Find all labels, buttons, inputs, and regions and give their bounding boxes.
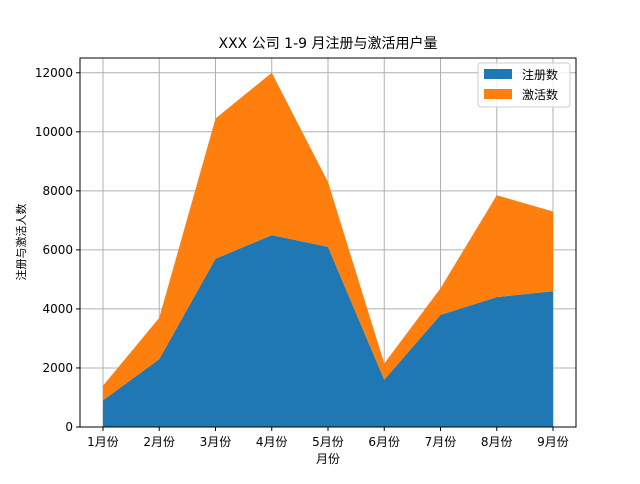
x-axis-label: 月份	[316, 452, 340, 466]
y-axis-label: 注册与激活人数	[14, 204, 28, 281]
area-layer	[103, 72, 553, 427]
y-tick-label: 10000	[35, 125, 73, 139]
x-tick-label: 1月份	[87, 435, 119, 449]
x-tick-label: 4月份	[256, 435, 288, 449]
y-tick-label: 8000	[42, 184, 73, 198]
x-tick-label: 3月份	[200, 435, 232, 449]
x-tick-label: 6月份	[368, 435, 400, 449]
y-tick-label: 6000	[42, 243, 73, 257]
y-tick-label: 0	[65, 420, 73, 434]
legend-swatch-registrations	[484, 69, 512, 79]
legend-label-registrations: 注册数	[522, 67, 558, 82]
x-tick-label: 5月份	[312, 435, 344, 449]
y-tick-label: 12000	[35, 66, 73, 80]
legend-label-activations: 激活数	[522, 87, 558, 102]
legend: 注册数 激活数	[477, 62, 571, 108]
x-tick-label: 2月份	[143, 435, 175, 449]
area-series-0	[103, 235, 553, 427]
y-tick-label: 2000	[42, 361, 73, 375]
legend-swatch-activations	[484, 89, 512, 99]
area-series-1	[103, 72, 553, 401]
chart-title: XXX 公司 1-9 月注册与激活用户量	[219, 35, 438, 52]
x-tick-label: 7月份	[425, 435, 457, 449]
y-tick-label: 4000	[42, 302, 73, 316]
tick-layer: 1月份 2月份 3月份 4月份 5月份 6月份 7月份 8月份 9月份 0 2000 4000 6000…	[35, 66, 569, 449]
x-tick-label: 9月份	[537, 435, 569, 449]
x-tick-label: 8月份	[481, 435, 513, 449]
